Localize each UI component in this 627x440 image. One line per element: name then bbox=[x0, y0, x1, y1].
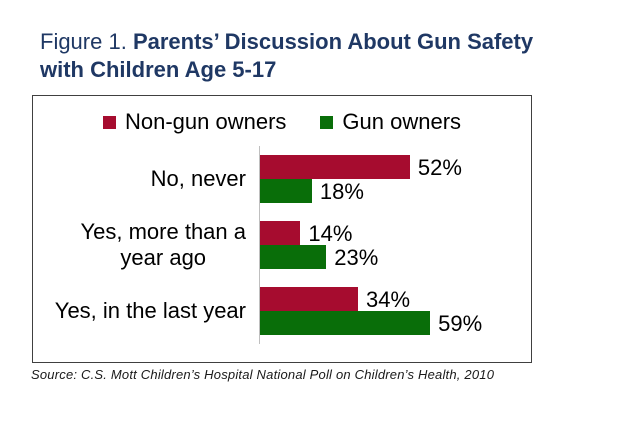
category-label: Yes, more than a year ago bbox=[33, 212, 259, 278]
bar-row: 23% bbox=[260, 245, 531, 270]
bar-gun-owners bbox=[260, 245, 327, 269]
category-label-text: Yes, in the last year bbox=[54, 298, 246, 323]
bar-value-label: 23% bbox=[334, 245, 379, 270]
category-slot: 34% 59% bbox=[260, 278, 531, 344]
category-label: Yes, in the last year bbox=[33, 278, 259, 344]
bar-value-label: 18% bbox=[319, 179, 364, 204]
bar-value-label: 34% bbox=[366, 287, 411, 312]
legend-label: Gun owners bbox=[342, 109, 462, 134]
figure-number-label: Figure 1. bbox=[40, 29, 133, 54]
legend-label: Non-gun owners bbox=[124, 109, 287, 134]
bar-non-gun-owners bbox=[260, 287, 359, 311]
bar-non-gun-owners bbox=[260, 155, 410, 179]
legend-item-non-gun-owners: Non-gun owners bbox=[102, 109, 287, 135]
category-label-text: No, never bbox=[150, 166, 246, 191]
bar-row: 52% bbox=[260, 155, 531, 180]
figure-title-line1: Parents’ Discussion About Gun Safety bbox=[132, 29, 534, 54]
chart-legend: Non-gun owners Gun owners bbox=[33, 109, 531, 135]
legend-item-gun-owners: Gun owners bbox=[320, 109, 461, 135]
bar-row: 14% bbox=[260, 221, 531, 246]
category-labels-column: No, never Yes, more than a year ago Yes, i… bbox=[33, 146, 259, 344]
category-slot: 52% 18% bbox=[260, 146, 531, 212]
legend-swatch-non-gun-owners bbox=[102, 115, 116, 129]
bar-non-gun-owners bbox=[260, 221, 301, 245]
plot-area: 52% 18% 14% 23% 34% 59% bbox=[259, 146, 531, 344]
figure-title-text: Parents’ Discussion About Gun Safety with… bbox=[40, 29, 533, 82]
chart-body: No, never Yes, more than a year ago Yes, i… bbox=[33, 146, 531, 344]
bar-row: 34% bbox=[260, 287, 531, 312]
bar-value-label: 14% bbox=[308, 221, 353, 246]
bar-gun-owners bbox=[260, 311, 431, 335]
source-note: Source: C.S. Mott Children’s Hospital Na… bbox=[31, 367, 495, 382]
figure-title: Figure 1. Parents’ Discussion About Gun … bbox=[40, 28, 620, 84]
legend-swatch-gun-owners bbox=[320, 115, 334, 129]
bar-row: 59% bbox=[260, 311, 531, 336]
bar-value-label: 52% bbox=[417, 155, 462, 180]
bar-value-label: 59% bbox=[438, 311, 483, 336]
category-slot: 14% 23% bbox=[260, 212, 531, 278]
category-label-text: Yes, more than a year ago bbox=[80, 219, 246, 270]
chart: Non-gun owners Gun owners No, never Yes, m… bbox=[32, 95, 532, 363]
category-label: No, never bbox=[33, 146, 259, 212]
bar-row: 18% bbox=[260, 179, 531, 204]
bar-gun-owners bbox=[260, 179, 312, 203]
figure-title-line2: with Children Age 5-17 bbox=[40, 57, 277, 82]
